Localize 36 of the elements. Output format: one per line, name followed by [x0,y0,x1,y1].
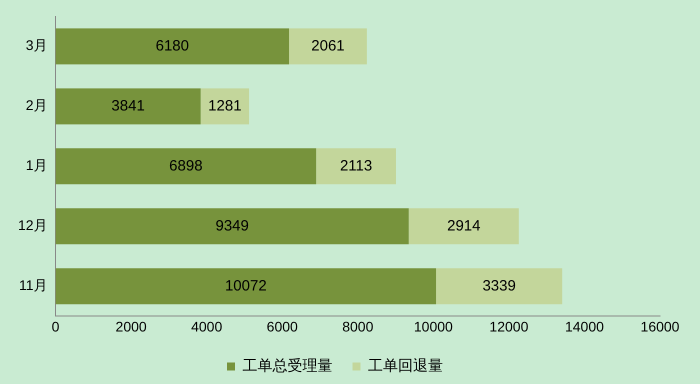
y-tick-label: 11月 [19,277,48,294]
data-label: 6898 [169,157,203,174]
x-tick-label: 14000 [564,318,604,334]
data-label: 1281 [208,97,242,114]
bar [56,28,290,64]
bar [200,88,250,124]
x-tick-label: 4000 [191,318,222,334]
x-tick-label: 8000 [342,318,374,334]
x-tick-label: 2000 [116,318,147,334]
y-tick-label: 1月 [26,157,48,174]
data-label: 2914 [447,217,480,234]
bar [289,28,367,64]
bar [56,148,316,184]
x-tick-label: 16000 [640,318,680,334]
bar [408,208,519,244]
data-label: 3841 [111,97,145,114]
y-tick-label: 2月 [26,97,48,114]
legend-label: 工单回退量 [368,358,443,375]
x-tick-label: 10000 [414,318,454,334]
y-tick-label: 12月 [18,217,48,234]
data-label: 6180 [156,38,189,55]
x-tick-label: 12000 [489,318,529,334]
data-label: 9349 [215,217,249,234]
bar [56,208,409,244]
x-tick-label: 0 [52,318,60,334]
bar [436,268,562,304]
bar [56,88,201,124]
data-label: 2061 [311,38,345,55]
y-tick-label: 3月 [26,37,48,54]
data-label: 2113 [340,157,372,174]
x-tick-label: 6000 [266,318,298,334]
bar [316,148,396,184]
data-label: 3339 [482,277,516,294]
data-label: 10072 [224,277,267,294]
legend-label: 工单总受理量 [242,358,332,375]
bar [56,268,436,304]
